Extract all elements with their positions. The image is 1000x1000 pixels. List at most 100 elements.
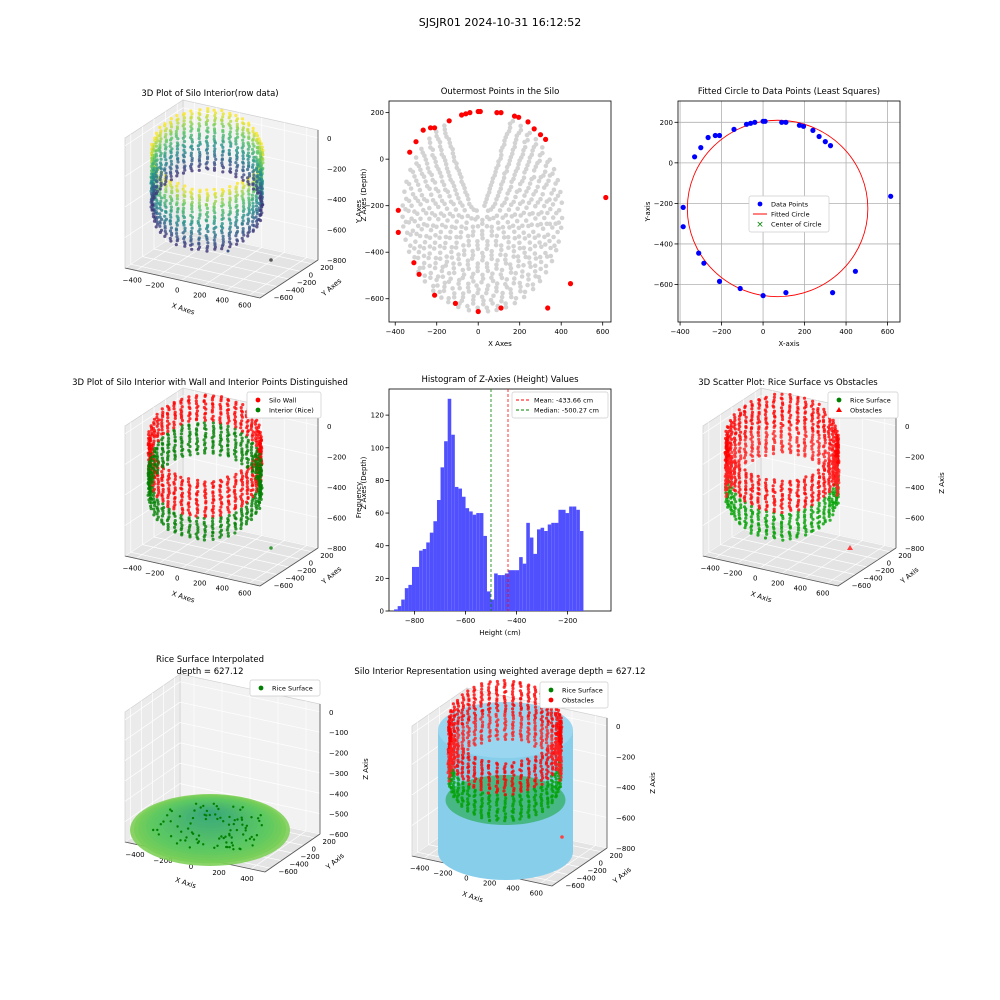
data-point	[822, 407, 826, 411]
data-point	[210, 534, 214, 538]
data-point	[401, 224, 406, 229]
data-point	[196, 219, 200, 223]
data-point	[510, 223, 516, 229]
data-point	[163, 229, 167, 233]
data-point	[780, 417, 785, 422]
data-point	[163, 224, 167, 228]
data-point	[727, 452, 731, 456]
z-axis-label: Z Axes (Depth)	[360, 456, 368, 509]
data-point	[732, 413, 736, 417]
data-point	[160, 446, 164, 450]
data-point	[421, 265, 426, 271]
data-point	[165, 462, 170, 466]
data-point	[744, 471, 748, 475]
data-point	[479, 294, 485, 300]
data-point	[542, 234, 547, 240]
data-point	[822, 510, 826, 514]
data-point	[233, 531, 237, 535]
data-point	[244, 826, 247, 830]
data-point	[446, 296, 452, 301]
data-point	[428, 192, 434, 197]
chart-title: Silo Interior Representation using weigh…	[354, 667, 645, 677]
data-point	[159, 170, 163, 174]
data-point	[517, 280, 523, 286]
data-point	[433, 260, 438, 266]
data-point	[816, 439, 820, 443]
data-point	[458, 230, 464, 235]
x-tick-label: −400	[125, 851, 144, 859]
data-point	[750, 402, 754, 407]
data-point	[214, 225, 218, 229]
data-point	[234, 142, 238, 146]
data-point	[152, 500, 156, 504]
data-point	[260, 492, 264, 496]
x-tick-label: 200	[798, 328, 811, 336]
data-point	[526, 255, 532, 260]
data-point	[257, 480, 261, 484]
data-point	[472, 765, 477, 769]
data-point	[788, 490, 792, 494]
data-point	[530, 282, 536, 287]
data-point	[251, 137, 255, 141]
data-point	[197, 201, 201, 205]
data-point	[167, 487, 171, 491]
data-point	[246, 495, 250, 500]
data-point	[152, 828, 155, 832]
data-point	[195, 447, 199, 451]
data-point	[172, 448, 176, 452]
data-point	[226, 249, 230, 253]
data-point	[204, 139, 208, 143]
data-point	[212, 434, 216, 438]
data-point	[197, 127, 201, 131]
data-point	[239, 509, 244, 513]
data-point	[228, 167, 232, 171]
data-point	[239, 497, 243, 501]
data-point	[220, 835, 223, 838]
data-point	[447, 140, 453, 146]
data-point	[480, 217, 485, 223]
data-point	[187, 483, 191, 487]
data-point	[744, 419, 748, 423]
data-point	[198, 150, 202, 154]
data-point	[182, 201, 187, 205]
data-point	[246, 141, 250, 145]
data-point	[749, 432, 753, 437]
data-point	[218, 453, 222, 457]
data-point	[170, 809, 173, 813]
histogram-bar	[429, 532, 434, 611]
data-point	[182, 112, 186, 116]
y-tick-label: −200	[588, 867, 607, 875]
y-tick-label: −400	[577, 875, 596, 883]
data-point	[257, 470, 261, 474]
data-point	[241, 165, 245, 169]
data-point	[254, 502, 258, 506]
data-point	[166, 522, 170, 526]
data-point	[182, 148, 186, 152]
data-point	[494, 262, 499, 268]
data-point	[197, 136, 201, 141]
data-point	[158, 145, 162, 149]
data-point	[527, 240, 533, 245]
data-point	[469, 216, 474, 221]
data-point	[164, 138, 168, 142]
data-point	[234, 445, 238, 450]
data-point	[204, 817, 208, 821]
data-point	[473, 755, 477, 760]
data-point	[494, 784, 498, 788]
data-point	[202, 405, 206, 410]
data-point	[473, 793, 477, 797]
data-point	[156, 515, 160, 519]
data-point	[210, 417, 214, 421]
data-point	[414, 178, 419, 183]
data-point	[408, 243, 413, 248]
data-point	[254, 492, 258, 496]
data-point	[465, 262, 471, 267]
data-point	[544, 760, 549, 765]
data-point	[203, 423, 207, 428]
data-point	[240, 175, 244, 179]
y-tick-label: 0	[380, 156, 384, 164]
data-point	[228, 209, 232, 213]
data-point	[158, 125, 162, 129]
data-point	[403, 207, 408, 212]
